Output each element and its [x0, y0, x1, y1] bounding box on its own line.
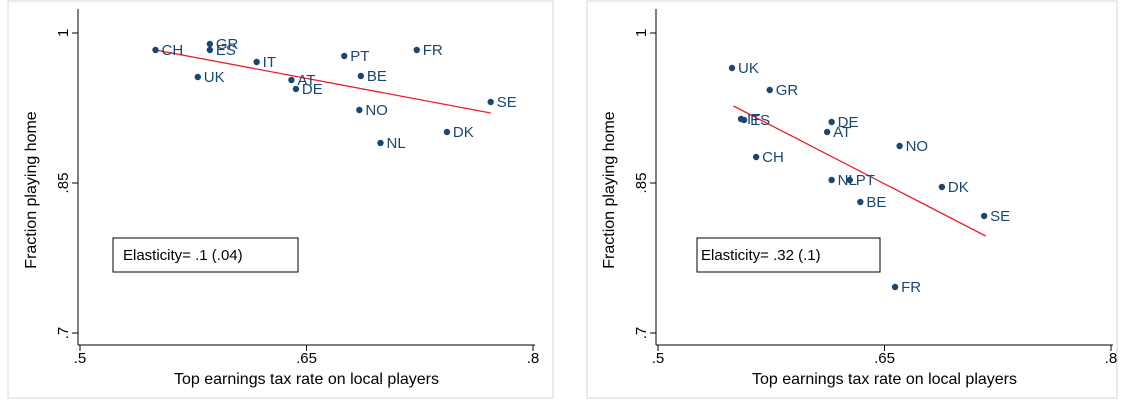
point [194, 73, 201, 81]
point-label: AT [833, 124, 851, 141]
point-label: SE [497, 94, 517, 111]
point [980, 212, 988, 220]
point-label: UK [738, 60, 759, 77]
point [828, 118, 835, 126]
y-tick-label: .85 [55, 173, 72, 194]
point-label: BE [367, 68, 387, 85]
point [443, 128, 451, 136]
point [341, 52, 348, 60]
point [413, 46, 420, 54]
point [356, 106, 363, 114]
point [206, 46, 214, 54]
point-label: NL [386, 135, 405, 152]
point-label: NO [365, 102, 388, 119]
fit-line [733, 105, 986, 237]
point [896, 142, 903, 150]
point-label: NO [906, 138, 929, 155]
point-label: IT [263, 54, 276, 71]
point [891, 283, 899, 291]
point-label: DK [948, 179, 969, 196]
point-label: SE [990, 208, 1010, 225]
y-tick-label: 1 [633, 29, 650, 37]
x-tick-label: .8 [1105, 350, 1118, 367]
point-label: FR [901, 279, 921, 296]
x-tick-label: .65 [874, 350, 895, 367]
point-label: DE [302, 81, 323, 98]
point [728, 64, 736, 72]
y-tick-label: .85 [633, 173, 650, 194]
point-label: GR [776, 82, 799, 99]
x-tick-label: .65 [296, 350, 317, 367]
point-label: UK [204, 69, 225, 86]
point [846, 176, 853, 184]
point [357, 72, 365, 80]
point [828, 176, 835, 184]
point [766, 86, 773, 94]
point [292, 85, 300, 93]
x-tick-label: .5 [652, 350, 665, 367]
point-label: IT [747, 111, 760, 128]
point-label: GR [216, 36, 239, 53]
point [288, 76, 295, 84]
y-axis-label: Fraction playing home [601, 111, 618, 269]
point [152, 46, 159, 54]
point-label: FR [423, 42, 443, 59]
point [938, 183, 946, 191]
point-label: CH [762, 149, 784, 166]
point-label: CH [162, 42, 184, 59]
point [487, 98, 494, 106]
panel-frame [7, 0, 554, 399]
annotation-box [696, 237, 881, 273]
y-axis-label: Fraction playing home [23, 111, 40, 269]
y-tick-label: .7 [55, 327, 72, 340]
point-label: DK [453, 124, 474, 141]
panel-frame [586, 0, 1118, 399]
point-label: AT [297, 72, 315, 89]
y-tick-label: .7 [633, 327, 650, 340]
annotation-box [112, 237, 299, 273]
point [823, 128, 831, 136]
x-tick-label: .5 [74, 350, 87, 367]
point [740, 116, 748, 124]
point [857, 198, 864, 206]
point [752, 153, 760, 161]
point-label: PT [856, 172, 875, 189]
point [253, 58, 260, 66]
point [377, 139, 384, 147]
x-axis-label: Top earnings tax rate on local players [752, 371, 1017, 388]
point-label: ES [750, 112, 770, 129]
point [206, 40, 214, 48]
y-tick-label: 1 [55, 29, 72, 37]
point-label: ES [216, 42, 236, 59]
fit-line [155, 49, 491, 114]
x-tick-label: .8 [527, 350, 540, 367]
annotation: Elasticity= .32 (.1) [701, 247, 821, 264]
point-label: BE [866, 194, 886, 211]
point-label: DE [838, 114, 859, 131]
x-axis-label: Top earnings tax rate on local players [174, 371, 439, 388]
point-label: PT [350, 48, 369, 65]
annotation: Elasticity= .1 (.04) [123, 247, 243, 264]
